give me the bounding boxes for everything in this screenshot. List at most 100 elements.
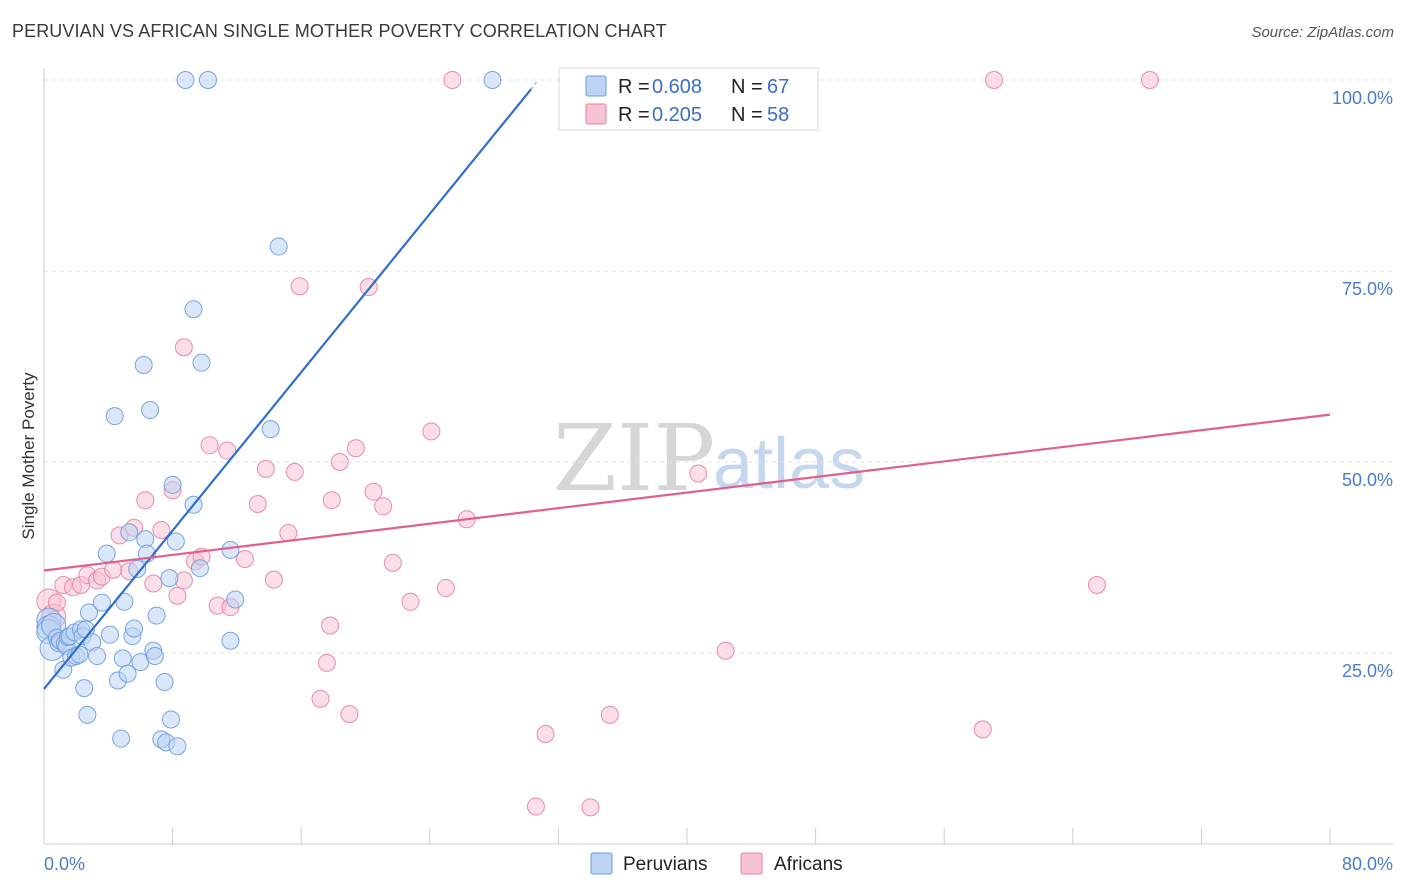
data-point-africans <box>152 520 171 539</box>
data-point-africans <box>235 550 254 569</box>
data-point-peruvians <box>221 540 240 559</box>
data-point-africans <box>689 464 708 483</box>
y-axis-label: Single Mother Poverty <box>19 372 38 540</box>
data-point-peruvians <box>80 603 99 622</box>
chart-source: Source: ZipAtlas.com <box>1251 24 1394 41</box>
legend-swatch-peruvians <box>585 75 607 97</box>
data-point-africans <box>716 641 735 660</box>
data-point-africans <box>364 482 383 501</box>
trend-line-peruvians-extension <box>530 80 539 90</box>
data-point-peruvians <box>176 71 195 89</box>
data-point-peruvians <box>163 475 182 494</box>
legend-r-label-africans: R = <box>618 104 650 126</box>
x-tick-label-min: 0.0% <box>44 854 85 874</box>
data-point-africans <box>1087 576 1106 595</box>
y-tick-label-100: 100.0% <box>1332 88 1393 108</box>
data-point-peruvians <box>166 532 185 551</box>
data-point-peruvians <box>190 559 209 578</box>
data-point-peruvians <box>113 649 132 668</box>
data-point-peruvians <box>134 355 153 374</box>
bottom-legend-swatch-africans <box>740 852 763 875</box>
data-point-africans <box>200 436 219 455</box>
trend-line-africans <box>43 413 1331 572</box>
data-point-peruvians <box>88 647 107 666</box>
data-point-peruvians <box>92 593 111 612</box>
data-point-peruvians <box>160 569 179 588</box>
legend-n-value-peruvians: 67 <box>767 76 789 98</box>
data-point-africans <box>322 491 341 510</box>
trend-lines <box>43 80 1331 690</box>
data-point-africans <box>279 524 298 543</box>
series-peruvians-points <box>36 71 502 756</box>
data-point-africans <box>290 277 309 296</box>
data-point-peruvians <box>261 420 280 439</box>
data-point-peruvians <box>78 705 97 724</box>
trend-line-peruvians <box>43 88 532 690</box>
data-point-africans <box>401 592 420 611</box>
data-point-peruvians <box>269 237 288 256</box>
data-point-peruvians <box>145 647 164 666</box>
data-point-peruvians <box>112 729 131 748</box>
watermark: ZIP atlas <box>553 405 865 512</box>
data-point-africans <box>285 462 304 481</box>
data-point-peruvians <box>168 737 187 756</box>
data-point-africans <box>1140 71 1159 89</box>
data-point-africans <box>526 797 545 816</box>
x-tick-label-max: 80.0% <box>1342 854 1393 874</box>
data-point-africans <box>346 439 365 458</box>
data-point-africans <box>256 459 275 478</box>
legend-n-label-peruvians: N = <box>731 76 763 98</box>
data-point-peruvians <box>141 401 160 420</box>
data-point-peruvians <box>128 559 147 578</box>
series-legend: Peruvians Africans <box>590 852 843 875</box>
data-point-peruvians <box>483 71 502 89</box>
y-tick-labels: 25.0% 50.0% 75.0% 100.0% <box>1332 88 1393 681</box>
data-point-africans <box>317 653 336 672</box>
data-point-africans <box>383 553 402 572</box>
data-point-peruvians <box>75 679 94 698</box>
data-point-africans <box>248 495 267 514</box>
data-point-africans <box>973 720 992 739</box>
legend-r-value-peruvians: 0.608 <box>652 76 702 98</box>
watermark-zip: ZIP <box>553 405 715 512</box>
data-point-africans <box>330 453 349 471</box>
data-point-africans <box>218 441 237 460</box>
data-point-africans <box>174 338 193 357</box>
watermark-atlas: atlas <box>713 424 865 504</box>
data-point-africans <box>321 616 340 635</box>
legend-n-value-africans: 58 <box>767 104 789 126</box>
legend-r-value-africans: 0.205 <box>652 104 702 126</box>
data-point-africans <box>443 71 462 89</box>
data-point-africans <box>600 705 619 724</box>
data-point-peruvians <box>184 300 203 319</box>
y-tick-label-75: 75.0% <box>1342 279 1393 299</box>
data-point-africans <box>311 689 330 708</box>
data-point-africans <box>985 71 1004 89</box>
data-point-africans <box>536 724 555 743</box>
data-point-peruvians <box>155 673 174 692</box>
legend-swatch-africans <box>585 103 607 125</box>
data-point-peruvians <box>221 631 240 650</box>
data-point-peruvians <box>100 625 119 644</box>
bottom-legend-label-peruvians: Peruvians <box>623 854 708 875</box>
data-point-peruvians <box>226 590 245 609</box>
bottom-legend-label-africans: Africans <box>774 854 843 875</box>
data-point-peruvians <box>97 544 116 563</box>
data-point-peruvians <box>147 606 166 625</box>
data-point-peruvians <box>192 353 211 372</box>
legend-r-label-peruvians: R = <box>618 76 650 98</box>
series-africans-points <box>36 71 1159 817</box>
data-point-peruvians <box>105 407 124 426</box>
data-point-africans <box>136 491 155 510</box>
data-point-peruvians <box>70 645 89 664</box>
data-point-africans <box>422 422 441 441</box>
data-point-africans <box>264 570 283 589</box>
chart-title: PERUVIAN VS AFRICAN SINGLE MOTHER POVERT… <box>12 21 667 41</box>
axes <box>43 68 1393 845</box>
correlation-legend: R = 0.608 N = 67 R = 0.205 N = 58 <box>558 67 819 131</box>
data-point-peruvians <box>161 710 180 729</box>
y-tick-label-50: 50.0% <box>1342 470 1393 490</box>
data-point-peruvians <box>198 71 217 89</box>
bottom-legend-swatch-peruvians <box>590 852 613 875</box>
data-point-peruvians <box>125 619 144 638</box>
